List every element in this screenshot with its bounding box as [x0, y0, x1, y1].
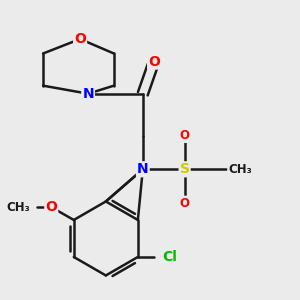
Text: O: O — [180, 196, 190, 210]
Text: CH₃: CH₃ — [228, 163, 252, 176]
Text: O: O — [148, 55, 160, 68]
Text: CH₃: CH₃ — [7, 201, 30, 214]
Text: N: N — [137, 162, 148, 176]
Text: Cl: Cl — [162, 250, 177, 264]
Text: N: N — [82, 87, 94, 101]
Text: S: S — [180, 162, 190, 176]
Text: O: O — [74, 32, 86, 46]
Text: O: O — [45, 200, 57, 214]
Text: O: O — [180, 129, 190, 142]
